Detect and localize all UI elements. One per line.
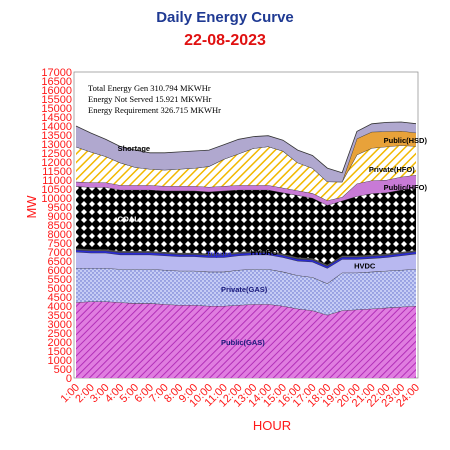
- series-label-hydro: HYDRO: [251, 248, 278, 257]
- y-tick-label: 500: [54, 364, 72, 376]
- energy-annotation: Total Energy Gen 310.794 MKWHr: [88, 83, 211, 93]
- y-tick-label: 11500: [42, 166, 72, 178]
- y-tick-label: 17000: [41, 67, 72, 79]
- series-label-private-gas: Private(GAS): [221, 285, 268, 294]
- series-label-public-hfo: Public(HFO): [384, 183, 428, 192]
- area-coal: [76, 186, 416, 265]
- y-tick-label: 16500: [41, 76, 72, 88]
- area-shortage: [76, 122, 416, 182]
- y-tick-label: 12000: [41, 157, 72, 169]
- y-tick-label: 15000: [41, 103, 72, 115]
- series-label-public-gas: Public(GAS): [221, 338, 265, 347]
- x-axis-label: HOUR: [253, 418, 291, 433]
- y-tick-label: 1000: [48, 355, 72, 367]
- y-tick-label: 16000: [41, 85, 72, 97]
- y-tick-label: 6500: [48, 256, 72, 268]
- y-tick-label: 9500: [48, 202, 72, 214]
- area-public-gas: [76, 301, 416, 378]
- area-edge-shortage: [75, 121, 417, 174]
- y-tick-label: 9000: [48, 211, 72, 223]
- y-tick-label: 5000: [48, 283, 72, 295]
- energy-annotation: Energy Not Served 15.921 MKWHr: [88, 94, 211, 104]
- series-label-tripura: Tripura: [206, 249, 232, 258]
- y-tick-label: 8500: [48, 220, 72, 232]
- y-tick-label: 13500: [41, 130, 72, 142]
- y-tick-label: 15500: [41, 94, 72, 106]
- y-tick-label: 14000: [41, 121, 72, 133]
- chart-title: Daily Energy Curve: [156, 9, 294, 26]
- series-label-coal: COAL: [118, 214, 140, 223]
- y-tick-label: 10500: [41, 184, 72, 196]
- y-tick-label: 6000: [48, 265, 72, 277]
- y-tick-label: 11000: [42, 175, 72, 187]
- y-axis-label: MW: [24, 195, 39, 219]
- y-tick-label: 4500: [48, 292, 72, 304]
- series-label-private-hfo: Private(HFO): [369, 165, 415, 174]
- y-tick-label: 3000: [48, 319, 72, 331]
- series-label-public-hsd: Public(HSD): [384, 136, 428, 145]
- y-tick-label: 2500: [48, 328, 72, 340]
- area-hvdc: [76, 252, 416, 284]
- y-tick-label: 2000: [48, 337, 72, 349]
- area-private-hfo: [76, 145, 416, 201]
- y-tick-label: 0: [66, 373, 72, 385]
- area-private-gas: [76, 268, 416, 315]
- y-tick-label: 1500: [48, 346, 72, 358]
- y-tick-label: 14500: [41, 112, 72, 124]
- y-tick-label: 7500: [48, 238, 72, 250]
- y-tick-label: 8000: [48, 229, 72, 241]
- chart-subtitle: 22-08-2023: [184, 32, 266, 49]
- y-tick-label: 7000: [48, 247, 72, 259]
- series-label-hvdc: HVDC: [354, 262, 376, 271]
- y-tick-label: 10000: [41, 193, 72, 205]
- energy-annotation: Energy Requirement 326.715 MKWHr: [88, 105, 221, 115]
- y-tick-label: 12500: [41, 148, 72, 160]
- area-public-hsd: [76, 131, 416, 182]
- series-label-shortage: Shortage: [118, 144, 151, 153]
- y-tick-label: 13000: [41, 139, 72, 151]
- area-hydro: [76, 248, 416, 266]
- y-tick-label: 3500: [48, 310, 72, 322]
- area-tripura: [76, 249, 416, 269]
- y-tick-label: 4000: [48, 301, 72, 313]
- y-tick-label: 5500: [48, 274, 72, 286]
